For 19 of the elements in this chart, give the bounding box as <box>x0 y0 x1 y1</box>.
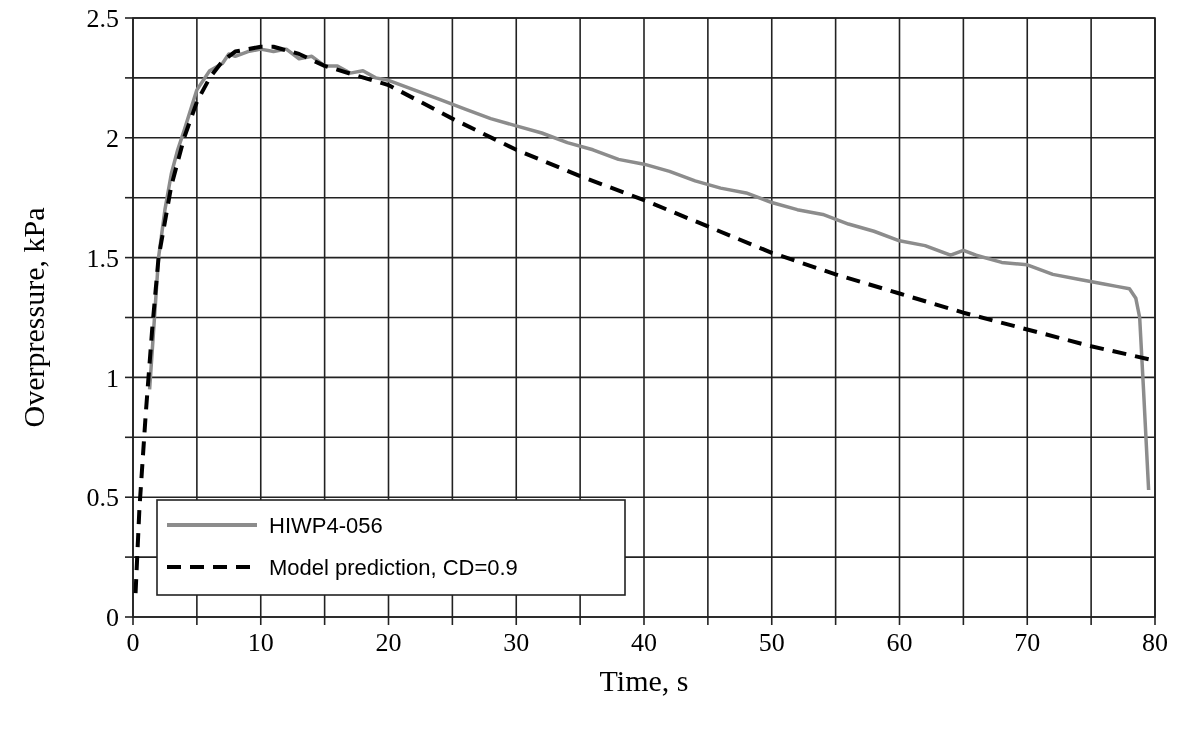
x-tick-label: 40 <box>631 628 657 657</box>
legend-label: HIWP4-056 <box>269 512 383 538</box>
x-tick-label: 10 <box>247 628 274 657</box>
y-tick-label: 0 <box>106 603 119 633</box>
y-tick-label: 2 <box>106 123 119 153</box>
y-tick-label: 0.5 <box>86 483 119 513</box>
x-tick-label: 80 <box>1142 628 1168 657</box>
y-tick-label: 1.5 <box>86 243 119 273</box>
legend-label: Model prediction, CD=0.9 <box>269 554 518 580</box>
y-tick-label: 1 <box>106 363 119 393</box>
x-tick-label: 20 <box>375 628 402 657</box>
y-tick-label: 2.5 <box>86 4 119 34</box>
x-tick-label: 0 <box>126 628 140 657</box>
x-axis-title: Time, s <box>599 664 689 697</box>
x-tick-label: 60 <box>886 628 913 657</box>
y-axis-title: Overpressure, kPa <box>17 207 50 428</box>
x-tick-label: 50 <box>758 628 785 657</box>
x-tick-label: 30 <box>503 628 530 657</box>
x-tick-label: 70 <box>1014 628 1041 657</box>
